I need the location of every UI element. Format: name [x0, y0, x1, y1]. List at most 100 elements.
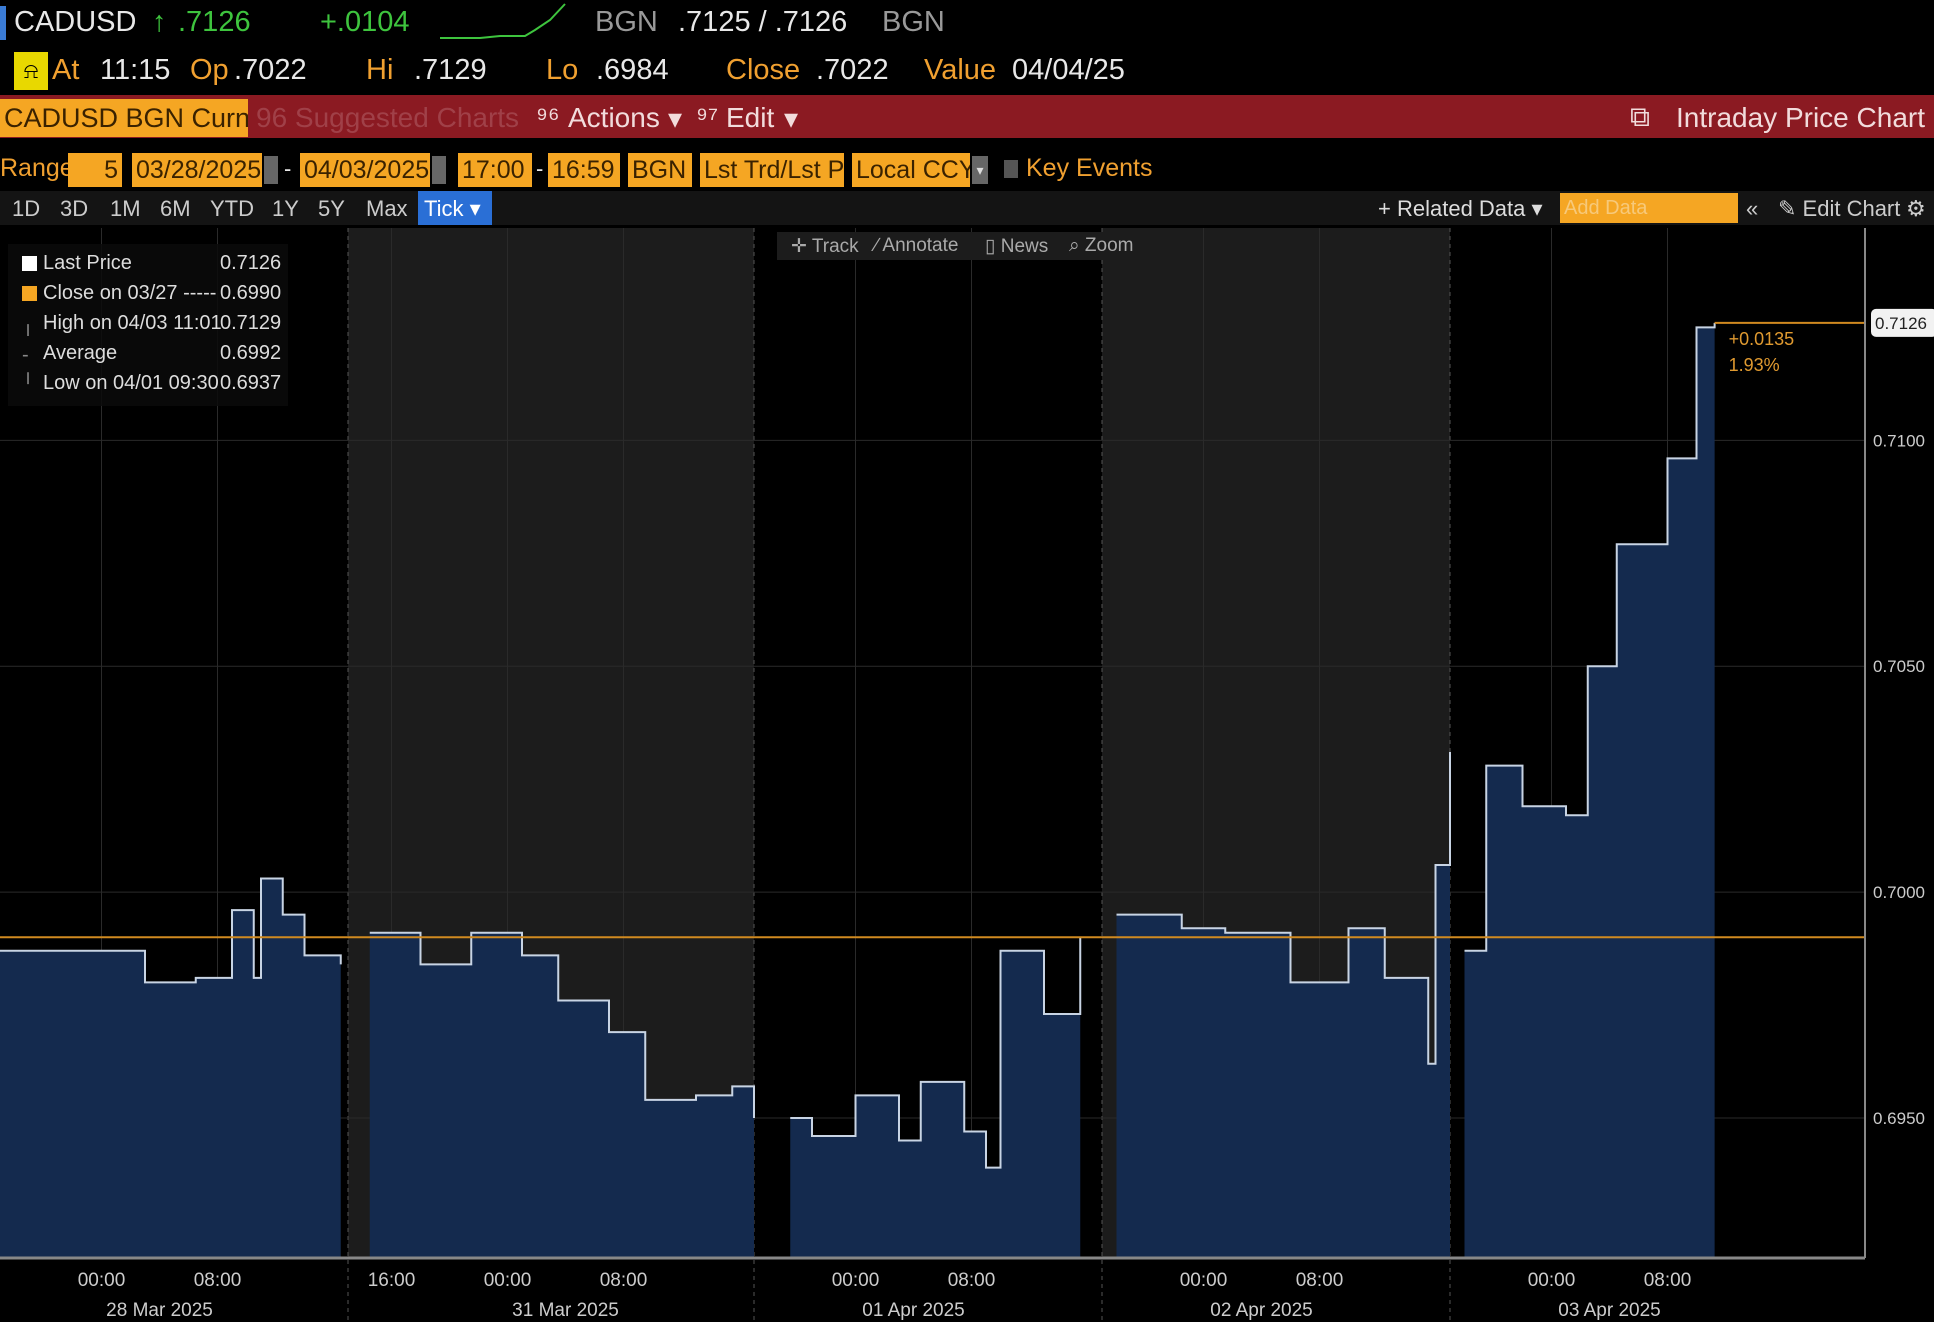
legend-high: ╷ High on 04/03 11:01 [22, 312, 222, 336]
legend-low: ╵ Low on 04/01 09:30 [22, 372, 219, 396]
related-data-label: Related Data [1396, 196, 1526, 221]
annotate-label: Annotate [882, 235, 959, 256]
change-label: +0.0135 [1729, 329, 1795, 349]
legend-close[interactable]: Close on 03/27 ----- [22, 282, 216, 305]
menu-bar: CADUSD BGN Curncy 96 Suggested Charts ⁹⁶… [0, 95, 1934, 138]
price-line [0, 877, 342, 984]
quote-details: ⍾ At 11:15 Op .7022 Hi .7129 Lo .6984 Cl… [0, 50, 1934, 90]
start-calendar-icon[interactable] [264, 156, 278, 184]
legend-last-price[interactable]: Last Price [22, 252, 132, 275]
news-label: News [1000, 236, 1049, 257]
legend-label: Low on 04/01 09:30 [43, 372, 219, 394]
legend-label: Average [43, 342, 118, 364]
start-time-field[interactable]: 17:00 [458, 153, 532, 187]
period-max[interactable]: Max [366, 196, 408, 221]
track-tool[interactable]: ✛ Track [791, 236, 859, 257]
price-line [1116, 752, 1451, 1065]
x-tick-label: 00:00 [1528, 1270, 1576, 1291]
high-value: .7129 [414, 53, 487, 86]
last-price-tag [1871, 308, 1934, 337]
period-5y[interactable]: 5Y [318, 196, 345, 221]
end-calendar-icon[interactable] [432, 156, 446, 184]
period-1d[interactable]: 1D [12, 196, 41, 221]
range-period-field[interactable]: 5 [68, 153, 122, 187]
open-value: .7022 [234, 53, 307, 86]
period-3d[interactable]: 3D [60, 196, 89, 221]
last-price: .7126 [178, 5, 251, 38]
x-tick-label: 00:00 [78, 1270, 126, 1291]
add-data-input[interactable]: Add Data [1560, 193, 1738, 223]
price-field[interactable]: Lst Trd/Lst P [700, 153, 844, 187]
range-label: Range [0, 154, 74, 182]
key-events-label: Key Events [1026, 154, 1153, 182]
key-events-checkbox[interactable] [1004, 160, 1018, 178]
change-pct-label: 1.93% [1729, 355, 1780, 375]
external-link-icon[interactable]: ⧉ [1630, 101, 1650, 132]
bid-ask: .7125 / .7126 [678, 5, 848, 38]
news-tool[interactable]: ▯ News [985, 236, 1049, 257]
period-tick[interactable]: Tick ▾ [418, 191, 492, 225]
ticker[interactable]: CADUSD [14, 5, 137, 38]
x-tick-label: 00:00 [832, 1270, 880, 1291]
end-date-field[interactable]: 04/03/2025 [300, 153, 430, 187]
legend-swatch [22, 256, 37, 271]
net-change: +.0104 [320, 5, 410, 38]
legend-value: 0.6992 [220, 342, 282, 364]
zoom-label: Zoom [1084, 235, 1134, 256]
suggested-charts-button[interactable]: 96 Suggested Charts [256, 102, 520, 133]
collapse-icon[interactable]: « [1746, 196, 1759, 221]
period-tick-label: Tick [424, 196, 464, 221]
settings-gear-icon[interactable]: ⚙ [1906, 196, 1926, 221]
edit-caret-icon: ▾ [784, 103, 799, 134]
legend-value: 0.7129 [220, 312, 282, 334]
close-value: .7022 [816, 53, 889, 86]
legend-label: Close on 03/27 ----- [43, 282, 217, 304]
actions-icon: ⁹⁶ [536, 102, 560, 133]
edit-icon-num: ⁹⁷ [696, 102, 719, 133]
zoom-tool[interactable]: ⌕ Zoom [1069, 235, 1134, 256]
currency-dropdown-icon[interactable]: ▾ [972, 156, 988, 184]
actions-menu[interactable]: Actions [568, 102, 660, 133]
value-date: 04/04/25 [1012, 53, 1125, 86]
period-1y[interactable]: 1Y [272, 196, 299, 221]
related-data-button[interactable]: + Related Data ▾ [1378, 196, 1543, 221]
x-tick-label: 16:00 [368, 1270, 416, 1291]
alert-icon[interactable]: ⍾ [14, 52, 48, 90]
high-label: Hi [366, 53, 394, 86]
security-field[interactable]: CADUSD BGN Curncy [0, 99, 248, 137]
x-date-label: 31 Mar 2025 [512, 1300, 619, 1321]
period-1m[interactable]: 1M [110, 196, 141, 221]
period-ytd[interactable]: YTD [210, 196, 254, 221]
source-field[interactable]: BGN [628, 153, 692, 187]
quote-time: 11:15 [100, 53, 171, 86]
price-line [1464, 322, 1716, 952]
start-date-field[interactable]: 03/28/2025 [132, 153, 262, 187]
currency-field[interactable]: Local CCY [852, 153, 970, 187]
legend-label: Last Price [43, 252, 132, 274]
legend-value: 0.6937 [220, 372, 282, 394]
legend-average: - Average [22, 342, 118, 366]
price-line [790, 937, 1082, 1169]
price-area [790, 937, 1081, 1258]
actions-caret-icon: ▾ [668, 103, 683, 134]
source: BGN [595, 5, 658, 38]
x-date-label: 03 Apr 2025 [1558, 1300, 1660, 1321]
end-time-field[interactable]: 16:59 [548, 153, 620, 187]
edit-chart-button[interactable]: ✎ Edit Chart [1778, 196, 1901, 221]
chart-legend: Last Price Close on 03/27 ----- ╷ High on… [8, 244, 288, 406]
period-6m[interactable]: 6M [160, 196, 191, 221]
chart-title: Intraday Price Chart [1676, 102, 1925, 133]
edit-chart-label: Edit Chart [1802, 196, 1901, 221]
price-chart[interactable]: 00:00 08:00 16:00 00:00 08:00 00:00 08:00 00:00… [0, 228, 1934, 1322]
legend-value: 0.7126 [220, 252, 282, 274]
y-tick-label: 0.6950 [1873, 1109, 1925, 1128]
y-tick-label: 0.7000 [1873, 883, 1925, 902]
period-bar: 1D 3D 1M 6M YTD 1Y 5Y Max Tick ▾ + Relat… [0, 191, 1934, 225]
track-label: Track [811, 236, 859, 257]
annotate-tool[interactable]: ∕ Annotate [875, 235, 959, 256]
price-area [0, 878, 341, 1258]
price-area [1464, 322, 1715, 1258]
legend-label: High on 04/03 11:01 [43, 312, 222, 334]
edit-menu[interactable]: Edit [726, 102, 775, 133]
close-label: Close [726, 53, 801, 86]
